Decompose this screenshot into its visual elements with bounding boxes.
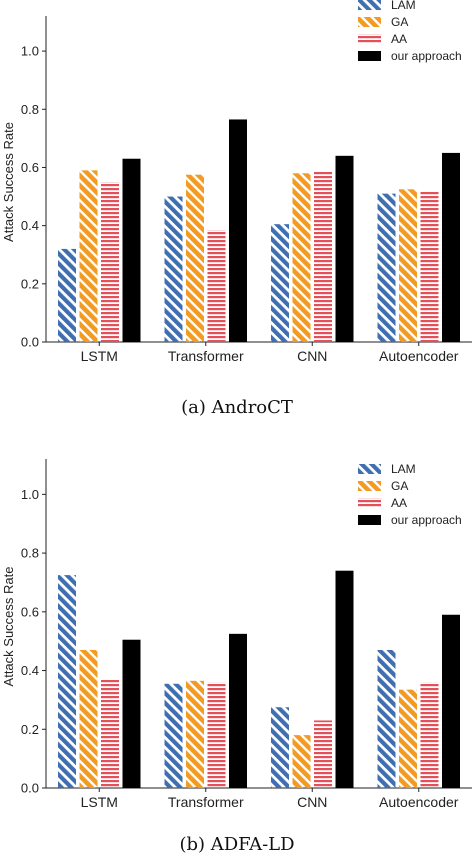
bar-our-approach-cnn [335,570,354,788]
bar-lam-transformer [164,683,183,788]
y-tick-label: 0.0 [21,335,39,350]
y-tick-label: 1.0 [21,487,39,502]
bar-our-approach-autoencoder [442,614,460,788]
legend-label-ga: GA [391,15,408,29]
legend-swatch-lam [358,464,381,474]
bar-our-approach-transformer [229,633,247,788]
chart-adfa-ld: 0.0 0.2 0.4 0.6 0.8 1.0 Attack Success Rate LST… [1,459,472,810]
caption-androct: (a) AndroCT [181,397,293,418]
x-tick-label-transformer: Transformer [168,794,244,810]
y-tick-label: 0.6 [21,160,39,175]
bar-ga-transformer [186,680,204,788]
bar-ga-transformer [186,174,204,342]
x-tick-label-autoencoder: Autoencoder [379,794,459,810]
legend-label-lam: LAM [391,0,416,12]
legend-swatch-ga [358,481,381,491]
chart-panel-adfa-ld: 0.0 0.2 0.4 0.6 0.8 1.0 Attack Success Rate LST… [0,432,474,865]
bar-aa-transformer [207,682,226,788]
bar-lam-autoencoder [377,649,396,788]
bar-aa-cnn [314,720,332,788]
bar-ga-cnn [292,735,311,788]
bar-lam-transformer [164,196,183,342]
legend-swatch-aa [358,498,381,508]
y-tick-label: 0.2 [21,276,39,291]
bar-lam-cnn [271,224,289,342]
bar-ga-cnn [292,173,311,342]
y-tick-label: 1.0 [21,44,39,59]
bar-aa-lstm [101,679,119,788]
chart-panel-androct: 0.0 0.2 0.4 0.6 0.8 1.0 Attack Success Rate LST… [0,0,474,432]
y-tick-label: 0.8 [21,546,39,561]
x-tick-label-autoencoder: Autoencoder [379,348,459,364]
legend-label-aa: AA [391,496,407,510]
legend-label-aa: AA [391,32,407,46]
bar-lam-autoencoder [377,193,396,342]
bar-our-approach-lstm [122,639,141,788]
x-tick-label-cnn: CNN [297,348,327,364]
legend-label-our-approach: our approach [391,49,462,63]
bar-aa-autoencoder [420,190,439,342]
legend-swatch-lam [358,0,381,10]
y-tick-label: 0.0 [21,781,39,796]
x-tick-label-lstm: LSTM [81,348,118,364]
y-axis-label: Attack Success Rate [1,122,16,242]
y-tick-label: 0.4 [21,218,39,233]
y-tick-label: 0.4 [21,663,39,678]
bar-aa-lstm [101,182,119,342]
bar-our-approach-autoencoder [442,152,460,342]
legend-swatch-our-approach [358,51,381,61]
x-tick-label-cnn: CNN [297,794,327,810]
legend-label-ga: GA [391,479,408,493]
bar-aa-transformer [207,230,226,342]
bar-ga-autoencoder [399,189,417,342]
bar-lam-cnn [271,707,289,788]
legend-label-our-approach: our approach [391,513,462,527]
x-tick-label-transformer: Transformer [168,348,244,364]
y-axis-label: Attack Success Rate [1,567,16,687]
legend-swatch-aa [358,34,381,44]
bar-ga-lstm [79,649,98,788]
bar-our-approach-transformer [229,119,247,342]
bar-our-approach-lstm [122,158,141,342]
y-tick-label: 0.2 [21,722,39,737]
bar-lam-lstm [58,575,76,788]
bar-aa-cnn [314,171,332,342]
bar-ga-autoencoder [399,689,417,788]
bar-lam-lstm [58,248,76,342]
bar-aa-autoencoder [420,682,439,788]
y-tick-label: 0.8 [21,102,39,117]
y-tick-label: 0.6 [21,604,39,619]
bar-our-approach-cnn [335,155,354,342]
chart-androct: 0.0 0.2 0.4 0.6 0.8 1.0 Attack Success Rate LST… [1,0,472,364]
legend-label-lam: LAM [391,462,416,476]
caption-adfa-ld: (b) ADFA-LD [179,834,295,855]
x-tick-label-lstm: LSTM [81,794,118,810]
legend-swatch-ga [358,17,381,27]
bar-ga-lstm [79,170,98,342]
legend-swatch-our-approach [358,515,381,525]
